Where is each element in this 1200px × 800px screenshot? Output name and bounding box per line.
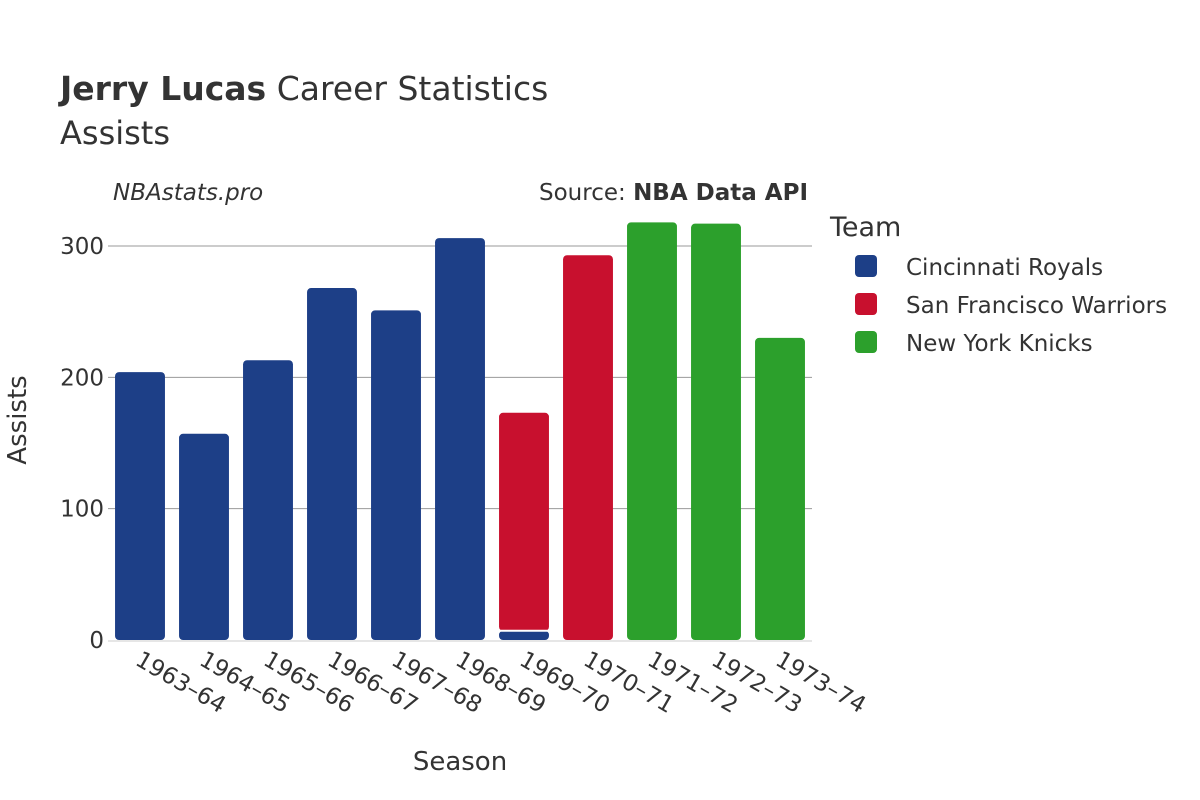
legend-item-cincinnati-royals[interactable]: Cincinnati Royals xyxy=(855,255,1103,281)
watermark-text: NBAstats.pro xyxy=(113,180,263,206)
source-prefix: Source: xyxy=(539,180,633,206)
bar-new-york-knicks-1973–74[interactable] xyxy=(755,337,805,640)
bar-cincinnati-royals-1965–66[interactable] xyxy=(243,360,293,640)
x-axis-label: Season xyxy=(413,747,507,777)
bars-group xyxy=(115,222,805,641)
bar-cincinnati-royals-1968–69[interactable] xyxy=(435,238,485,640)
chart-subtitle: Assists xyxy=(60,114,170,152)
bar-cincinnati-royals-1966–67[interactable] xyxy=(307,288,357,640)
y-tick-label: 200 xyxy=(60,365,104,391)
bar-new-york-knicks-1972–73[interactable] xyxy=(691,223,741,640)
legend-title: Team xyxy=(829,212,901,243)
legend-swatch xyxy=(855,293,877,315)
bar-cincinnati-royals-1969–70[interactable] xyxy=(499,630,549,640)
y-tick-label: 300 xyxy=(60,234,104,260)
legend-label: New York Knicks xyxy=(906,331,1093,357)
y-axis-label: Assists xyxy=(3,375,33,464)
bar-cincinnati-royals-1967–68[interactable] xyxy=(371,310,421,640)
bar-san-francisco-warriors-1969–70[interactable] xyxy=(499,412,549,631)
legend-item-new-york-knicks[interactable]: New York Knicks xyxy=(855,331,1093,357)
source-text: Source: NBA Data API xyxy=(539,180,808,206)
legend-item-san-francisco-warriors[interactable]: San Francisco Warriors xyxy=(855,293,1167,319)
chart-title-rest: Career Statistics xyxy=(266,69,548,108)
chart-title-bold: Jerry Lucas xyxy=(58,69,266,108)
legend-swatch xyxy=(855,255,877,277)
y-axis-ticks: 0 100 200 300 xyxy=(60,234,104,654)
y-tick-label: 0 xyxy=(89,628,104,654)
chart-title: Jerry Lucas Career Statistics xyxy=(58,69,548,108)
bar-cincinnati-royals-1964–65[interactable] xyxy=(179,433,229,640)
legend: Team Cincinnati Royals San Francisco War… xyxy=(829,212,1167,357)
legend-swatch xyxy=(855,331,877,353)
x-axis-ticks: 1963–641964–651965–661966–671967–681968–… xyxy=(131,647,870,719)
y-tick-label: 100 xyxy=(60,497,104,523)
bar-new-york-knicks-1971–72[interactable] xyxy=(627,222,677,641)
bar-san-francisco-warriors-1970–71[interactable] xyxy=(563,255,613,640)
bar-cincinnati-royals-1963–64[interactable] xyxy=(115,372,165,640)
legend-label: Cincinnati Royals xyxy=(906,255,1103,281)
legend-label: San Francisco Warriors xyxy=(906,293,1167,319)
source-name: NBA Data API xyxy=(633,180,808,206)
